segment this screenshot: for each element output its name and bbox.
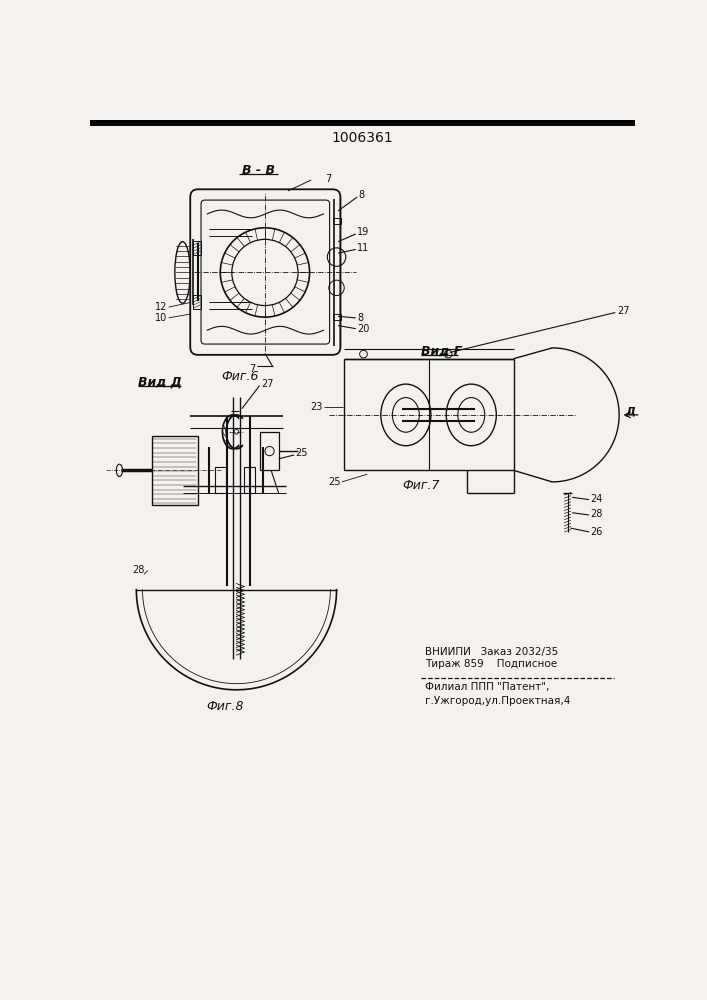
Text: 28: 28 — [132, 565, 145, 575]
Text: 12: 12 — [155, 302, 167, 312]
Text: 1006361: 1006361 — [331, 131, 393, 145]
Text: Д: Д — [625, 406, 635, 416]
Text: 20: 20 — [357, 324, 370, 334]
Text: Вид Г: Вид Г — [421, 344, 462, 358]
Text: 7: 7 — [325, 174, 332, 184]
Bar — [152, 436, 198, 505]
Bar — [193, 241, 201, 255]
Bar — [334, 314, 341, 320]
Text: Тираж 859    Подписное: Тираж 859 Подписное — [425, 659, 557, 669]
Bar — [334, 218, 341, 224]
Text: 10: 10 — [155, 313, 167, 323]
Text: 7: 7 — [250, 364, 256, 374]
Text: Филиал ППП "Патент",: Филиал ППП "Патент", — [425, 682, 549, 692]
Text: 23: 23 — [310, 402, 322, 412]
Text: Вид Д: Вид Д — [138, 375, 182, 388]
Text: 27: 27 — [261, 379, 274, 389]
Text: ВНИИПИ   Заказ 2032/35: ВНИИПИ Заказ 2032/35 — [425, 647, 559, 657]
Bar — [244, 466, 255, 493]
Text: 26: 26 — [590, 527, 603, 537]
Text: Фиг.7: Фиг.7 — [402, 479, 440, 492]
Bar — [193, 295, 201, 309]
Text: Фиг.6: Фиг.6 — [221, 370, 259, 383]
Bar — [215, 466, 226, 493]
Text: 8: 8 — [357, 313, 363, 323]
Text: B - B: B - B — [242, 164, 274, 177]
Text: 19: 19 — [357, 227, 370, 237]
Text: г.Ужгород,ул.Проектная,4: г.Ужгород,ул.Проектная,4 — [425, 696, 571, 706]
Text: 25: 25 — [296, 448, 308, 458]
Text: 8: 8 — [359, 190, 365, 200]
Bar — [259, 432, 279, 470]
Text: 25: 25 — [328, 477, 340, 487]
Text: 27: 27 — [617, 306, 629, 316]
Text: 28: 28 — [590, 509, 603, 519]
Text: 11: 11 — [357, 243, 370, 253]
Text: Фиг.8: Фиг.8 — [206, 700, 244, 713]
Text: 24: 24 — [590, 494, 603, 504]
